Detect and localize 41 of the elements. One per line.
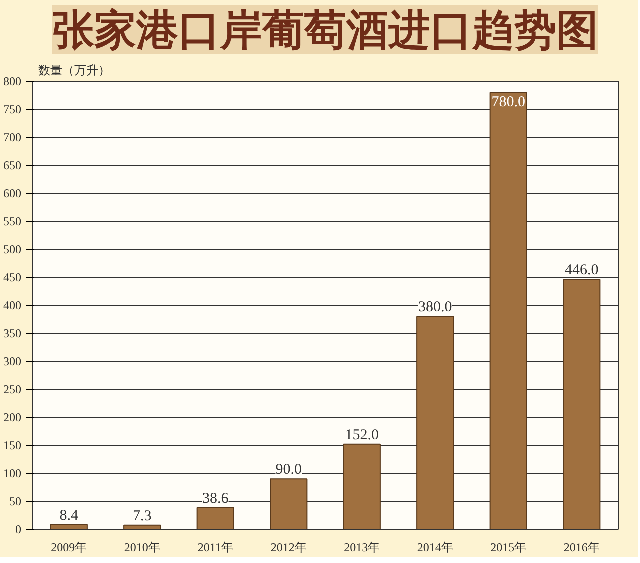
x-tick-label: 2009年 (51, 540, 88, 554)
y-tick-label: 400 (4, 298, 22, 312)
bar (416, 316, 454, 530)
bar (490, 92, 528, 530)
y-tick-label: 50 (10, 494, 22, 508)
x-tick-label: 2016年 (564, 540, 600, 554)
y-tick-label: 700 (4, 130, 22, 144)
y-tick-label: 650 (4, 158, 22, 172)
y-tick-label: 250 (4, 382, 22, 396)
y-tick-label: 150 (4, 438, 22, 452)
y-tick-label: 200 (4, 410, 22, 424)
data-label: 7.3 (133, 508, 152, 524)
y-tick-label: 300 (4, 354, 22, 368)
y-axis-title: 数量（万升） (38, 64, 110, 78)
x-tick-label: 2013年 (344, 540, 380, 554)
bar (563, 279, 601, 530)
data-label: 90.0 (276, 462, 302, 478)
y-tick-label: 600 (4, 186, 22, 200)
y-tick-label: 350 (4, 326, 22, 340)
data-label: 38.6 (202, 490, 230, 507)
data-label: 152.0 (345, 427, 379, 444)
data-label: 446.0 (565, 262, 599, 279)
y-tick-label: 100 (4, 466, 22, 480)
y-tick-label: 500 (4, 242, 22, 256)
data-label: 8.4 (60, 508, 79, 524)
x-tick-label: 2012年 (270, 540, 307, 554)
y-tick-label: 0 (16, 522, 22, 536)
data-label: 780.0 (492, 94, 526, 111)
bar (270, 478, 308, 530)
x-tick-label: 2011年 (198, 540, 234, 554)
x-tick-label: 2014年 (417, 540, 454, 554)
chart-title: 张家港口岸葡萄酒进口趋势图 (52, 6, 598, 54)
x-tick-label: 2015年 (490, 540, 527, 554)
y-tick-label: 550 (4, 214, 22, 228)
y-tick-label: 800 (4, 74, 22, 88)
y-tick-label: 450 (4, 270, 22, 284)
x-tick-label: 2010年 (124, 540, 160, 554)
data-label: 380.0 (418, 300, 452, 316)
bar (343, 444, 381, 530)
y-tick-label: 750 (4, 102, 22, 116)
bar (196, 507, 234, 530)
